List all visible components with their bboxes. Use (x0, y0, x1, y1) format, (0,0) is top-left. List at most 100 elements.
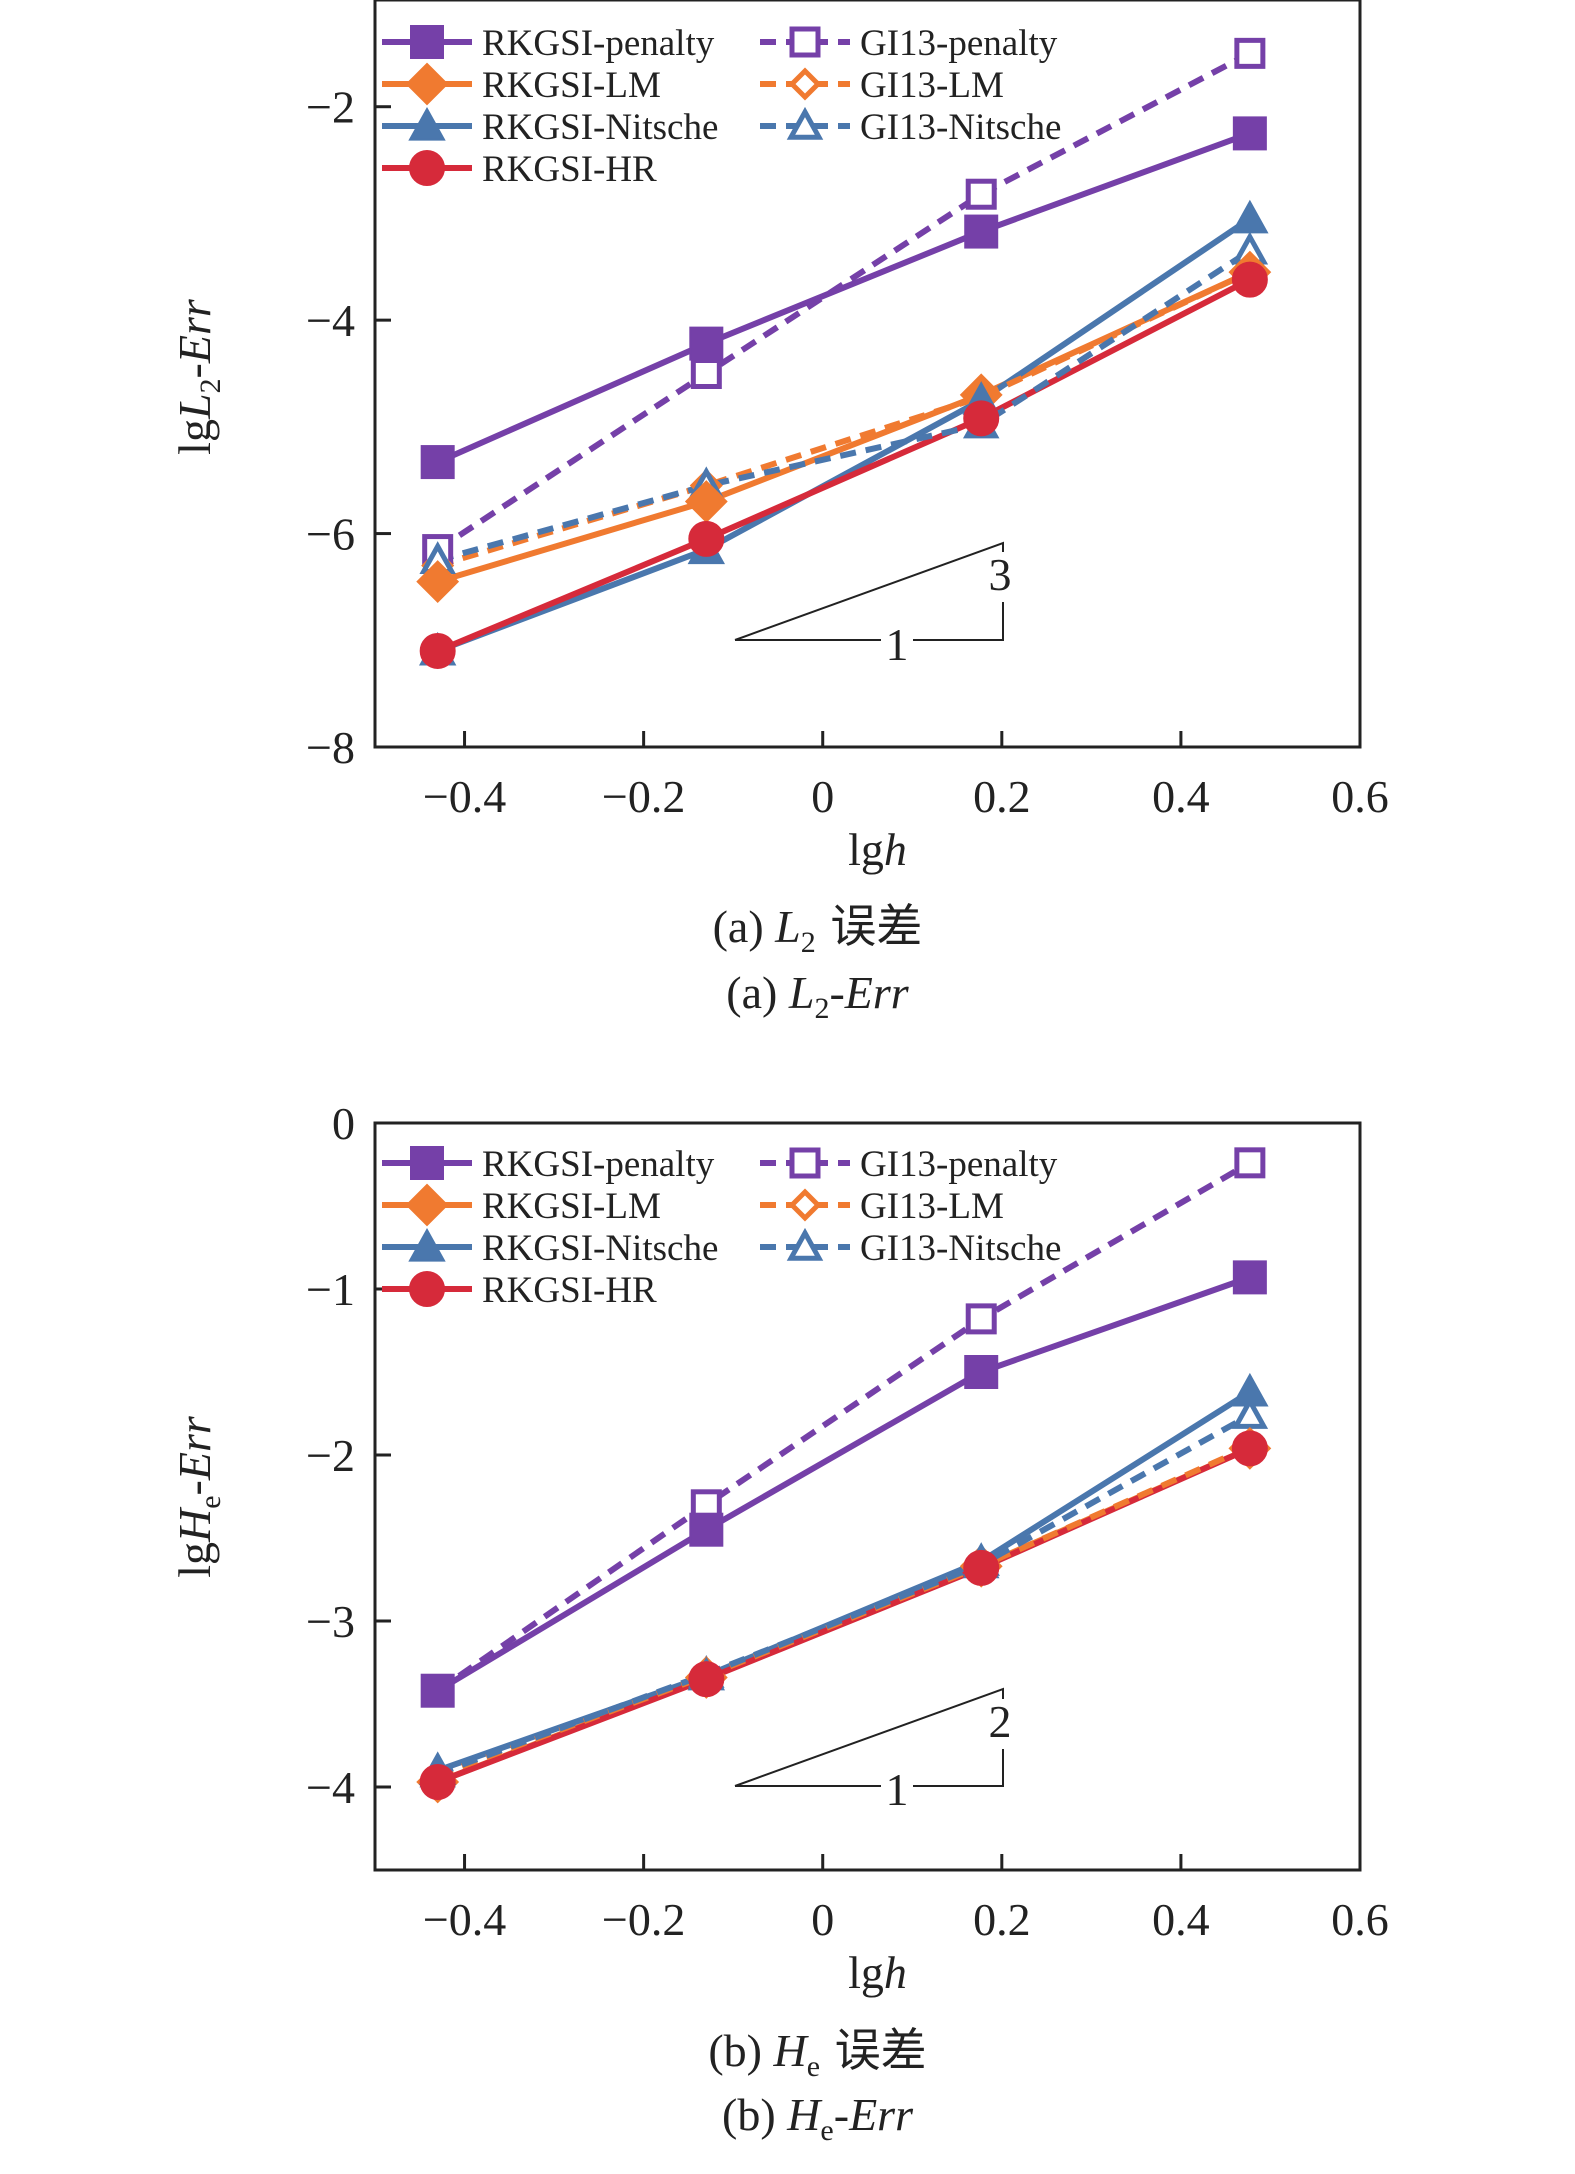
legend-marker (789, 26, 821, 58)
legend-marker (789, 1147, 821, 1179)
data-point-RKGSI-HR (688, 520, 725, 557)
legend-label: GI13-Nitsche (860, 107, 1061, 148)
legend-entry-GI13-LM: GI13-LM (760, 65, 1004, 106)
caption-en: (a) L2-Err (726, 967, 909, 1025)
data-point-RKGSI-penalty (1232, 116, 1267, 151)
data-point-GI13-penalty (690, 358, 722, 389)
x-tick-label: 0.6 (1331, 1894, 1389, 1945)
x-tick-label: −0.2 (602, 771, 685, 822)
legend-marker (405, 62, 449, 106)
slope-run-label: 1 (886, 619, 909, 670)
x-tick-label: 0.4 (1152, 1894, 1210, 1945)
data-point-GI13-Nitsche (1231, 1396, 1269, 1429)
slope-run-mask (881, 1761, 913, 1811)
y-axis-label: lgL2-Err (169, 298, 227, 455)
x-tick-label: 0.4 (1152, 771, 1210, 822)
data-point-RKGSI-penalty (420, 445, 455, 480)
legend-marker (405, 1183, 449, 1227)
data-point-GI13-penalty (965, 178, 997, 210)
plot-frame (373, 1121, 1362, 1872)
legend-marker (409, 1271, 445, 1307)
caption-en: (b) He-Err (722, 2089, 914, 2147)
chart-panel-1: −0.4 −0.2 0 0.2 0.4 0.6 −4 −3 −2 −1 0 lgh lgHe-Err 1 2… (169, 1098, 1389, 2147)
x-tick-label: 0 (811, 771, 834, 822)
legend-label: RKGSI-Nitsche (482, 107, 718, 148)
legend-entry-GI13-Nitsche: GI13-Nitsche (760, 106, 1061, 148)
data-point-RKGSI-penalty (420, 1673, 455, 1708)
data-point-RKGSI-penalty (1232, 1260, 1267, 1295)
slope-rise-mask (986, 552, 1014, 602)
legend-label: RKGSI-penalty (482, 23, 715, 64)
data-point-RKGSI-HR (1231, 261, 1268, 298)
slope-rise-label: 3 (989, 549, 1012, 600)
y-tick-label: −3 (306, 1596, 355, 1647)
data-point-RKGSI-Nitsche (1231, 199, 1269, 234)
series-line-GI13-penalty (435, 1160, 1252, 1694)
legend-label: RKGSI-LM (482, 1186, 661, 1227)
x-tick-label: 0.6 (1331, 771, 1389, 822)
legend-marker (786, 106, 824, 140)
data-point-RKGSI-penalty (964, 214, 999, 249)
data-point-RKGSI-HR (963, 400, 1000, 437)
data-point-RKGSI-HR (688, 1661, 725, 1698)
x-axis-label: lgh (848, 1947, 907, 1998)
x-tick-label: 0.2 (973, 1894, 1031, 1945)
series-line-GI13-Nitsche (436, 248, 1252, 564)
data-point-RKGSI-Nitsche (1231, 1372, 1269, 1407)
chart-panel-0: −0.4 −0.2 0 0.2 0.4 0.6 −8 −6 −4 −2 lgh lgL2-Err 1 3 R… (169, 0, 1389, 1025)
legend-label: GI13-Nitsche (860, 1228, 1061, 1269)
slope-triangle (734, 1687, 1004, 1787)
y-tick-label: −4 (306, 295, 355, 346)
legend-marker (410, 1146, 444, 1180)
y-tick-label: −8 (306, 722, 355, 773)
legend-label: GI13-LM (860, 1186, 1004, 1227)
x-tick-label: 0.2 (973, 771, 1031, 822)
legend-label: GI13-penalty (860, 1144, 1058, 1185)
series-line-RKGSI-penalty (436, 1274, 1251, 1694)
legend-marker (408, 1227, 446, 1262)
data-point-RKGSI-HR (419, 632, 456, 669)
legend-label: RKGSI-HR (482, 1270, 657, 1311)
legend-entry-RKGSI-LM: RKGSI-LM (382, 62, 661, 106)
legend-entry-RKGSI-Nitsche: RKGSI-Nitsche (382, 1227, 718, 1269)
legend-label: RKGSI-LM (482, 65, 661, 106)
data-point-RKGSI-HR (1231, 1430, 1268, 1467)
y-tick-label: −6 (306, 509, 355, 560)
legend-entry-RKGSI-Nitsche: RKGSI-Nitsche (382, 106, 718, 148)
x-tick-label: 0 (811, 1894, 834, 1945)
data-point-RKGSI-penalty (689, 326, 724, 361)
legend-entry-RKGSI-LM: RKGSI-LM (382, 1183, 661, 1227)
y-tick-label: 0 (332, 1098, 355, 1149)
legend-entry-GI13-penalty: GI13-penalty (760, 1144, 1058, 1185)
data-point-RKGSI-penalty (964, 1355, 999, 1389)
legend-marker (788, 1188, 822, 1222)
legend-entry-GI13-LM: GI13-LM (760, 1186, 1004, 1227)
x-tick-label: −0.2 (602, 1894, 685, 1945)
caption-cn: (a) L2 误差 (713, 899, 923, 959)
x-tick-label: −0.4 (423, 1894, 506, 1945)
series-line-RKGSI-Nitsche (436, 216, 1252, 654)
legend-label: GI13-penalty (860, 23, 1058, 64)
y-tick-label: −4 (306, 1762, 355, 1813)
legend-entry-RKGSI-penalty: RKGSI-penalty (382, 1144, 715, 1185)
legend-marker (786, 1227, 824, 1261)
slope-rise-label: 2 (989, 1696, 1012, 1747)
legend-entry-GI13-penalty: GI13-penalty (760, 23, 1058, 64)
data-point-GI13-penalty (1234, 1147, 1266, 1179)
y-axis-label: lgHe-Err (169, 1415, 227, 1578)
data-point-RKGSI-HR (963, 1549, 1000, 1586)
x-tick-label: −0.4 (423, 771, 506, 822)
y-tick-label: −1 (306, 1264, 355, 1315)
legend-label: RKGSI-Nitsche (482, 1228, 718, 1269)
legend-marker (788, 67, 822, 101)
legend-marker (408, 106, 446, 141)
legend-entry-RKGSI-HR: RKGSI-HR (382, 149, 657, 190)
series-line-GI13-Nitsche (436, 1412, 1252, 1777)
y-tick-label: −2 (306, 82, 355, 133)
x-axis-label: lgh (848, 824, 907, 875)
series-line-RKGSI-penalty (436, 130, 1251, 465)
data-point-RKGSI-LM (416, 560, 460, 604)
series-line-GI13-LM (436, 269, 1252, 569)
slope-triangle (734, 541, 1004, 641)
